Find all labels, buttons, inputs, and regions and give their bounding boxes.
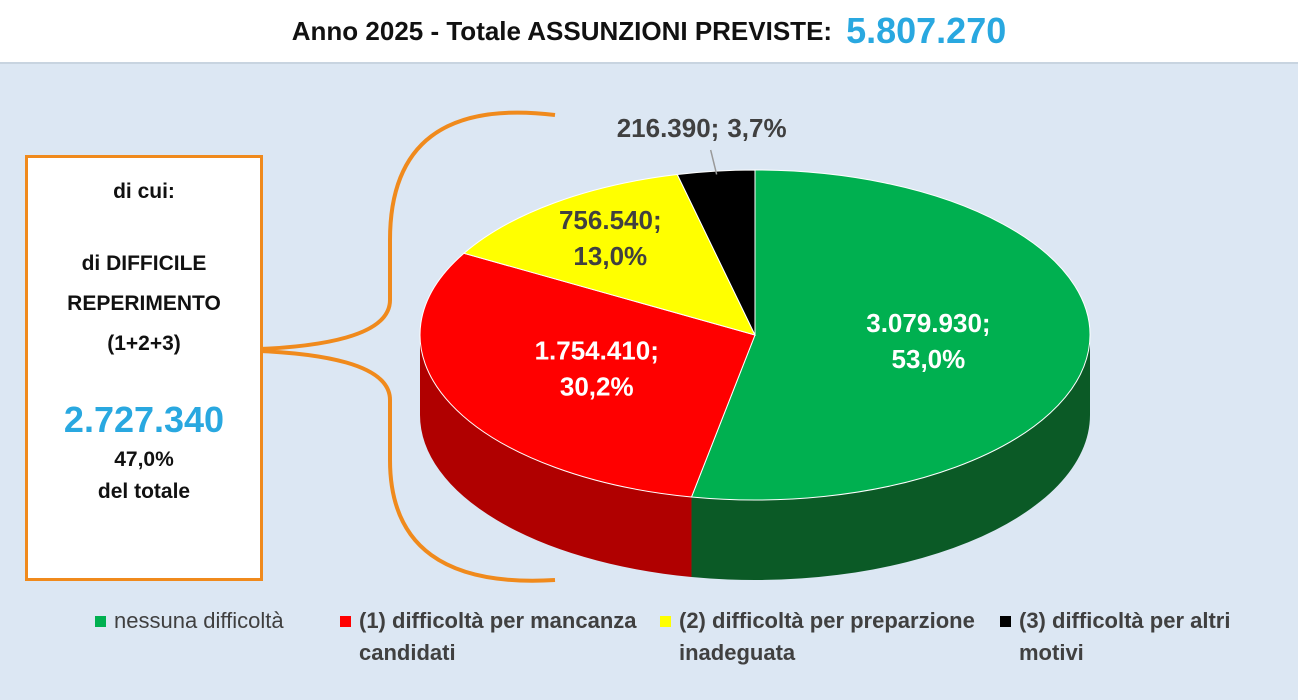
legend-swatch: [340, 616, 351, 627]
box-percent: 47,0%: [114, 448, 174, 471]
box-note: del totale: [97, 480, 191, 503]
box-heading: di DIFFICILE REPERIMENTO (1+2+3): [28, 248, 260, 360]
data-label: 30,2%: [560, 372, 634, 402]
leader-line: [709, 149, 718, 175]
label-percent: 3,7%: [727, 113, 786, 143]
legend-swatch: [660, 616, 671, 627]
pie-slice: [419, 252, 756, 498]
box-line: di DIFFICILE: [81, 252, 207, 275]
legend: nessuna difficoltà (1) difficoltà per man…: [95, 605, 1295, 685]
legend-label: nessuna difficoltà: [114, 608, 284, 633]
box-amount: 2.727.340: [63, 399, 225, 440]
legend-swatch: [95, 616, 106, 627]
legend-item: (3) difficoltà per altri motivi: [1000, 605, 1250, 685]
legend-item: nessuna difficoltà: [95, 605, 340, 685]
label-value: 216.390;: [617, 113, 720, 143]
data-label: 216.390; 3,7%: [617, 113, 787, 143]
data-label: 756.540;: [559, 205, 662, 235]
box-line: REPERIMENTO: [67, 292, 221, 315]
pie-side: [420, 335, 692, 578]
side-box: di cui: di DIFFICILE REPERIMENTO (1+2+3)…: [25, 155, 263, 581]
data-label: 3.079.930;: [866, 308, 990, 338]
legend-item: (2) difficoltà per preparzione inadeguat…: [660, 605, 1000, 685]
legend-label: (2) difficoltà per preparzione inadeguat…: [679, 608, 975, 665]
chart-title: Anno 2025 - Totale ASSUNZIONI PREVISTE:: [291, 15, 833, 46]
box-intro: di cui:: [113, 180, 175, 203]
data-label: 13,0%: [573, 241, 647, 271]
box-line: (1+2+3): [107, 332, 181, 355]
legend-label: (1) difficoltà per mancanza candidati: [359, 608, 637, 665]
legend-swatch: [1000, 616, 1011, 627]
legend-label: (3) difficoltà per altri motivi: [1019, 608, 1231, 665]
legend-item: (1) difficoltà per mancanza candidati: [340, 605, 660, 685]
title-bar: Anno 2025 - Totale ASSUNZIONI PREVISTE: …: [0, 0, 1298, 64]
pie-slice: [690, 169, 1091, 501]
pie-side: [691, 335, 1090, 580]
total-value: 5.807.270: [846, 10, 1007, 51]
data-label: 53,0%: [892, 344, 966, 374]
data-label: 1.754.410;: [535, 336, 659, 366]
pie-slice: [462, 173, 756, 336]
